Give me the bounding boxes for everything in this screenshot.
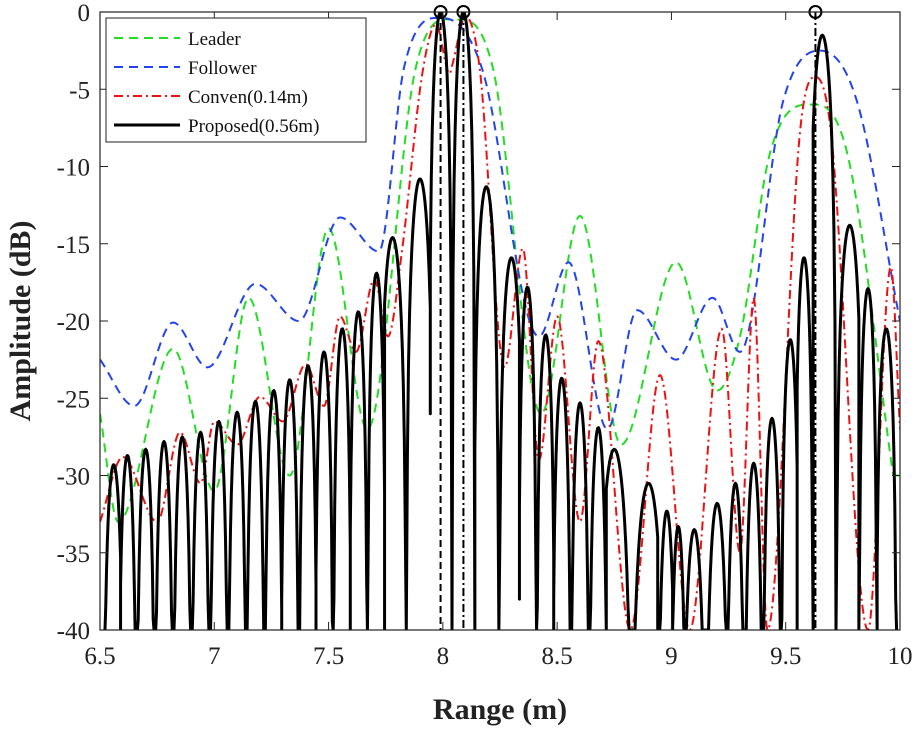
y-tick-label: 0 <box>78 0 91 27</box>
x-tick-label: 9.5 <box>770 643 801 670</box>
series-layer <box>100 12 900 630</box>
target-marker-layer <box>433 5 823 630</box>
y-axis-title: Amplitude (dB) <box>4 221 37 422</box>
y-tick-label: -35 <box>57 541 90 568</box>
legend-label-1: Follower <box>188 58 257 79</box>
y-tick-label: -20 <box>57 309 90 336</box>
y-tick-label: -10 <box>57 155 90 182</box>
x-tick-label: 10 <box>888 643 913 670</box>
x-tick-label: 7 <box>208 643 221 670</box>
series-line-3 <box>102 12 899 630</box>
y-tick-label: -40 <box>57 618 90 645</box>
legend-label-3: Proposed(0.56m) <box>188 116 319 137</box>
x-tick-label: 8.5 <box>542 643 573 670</box>
legend-label-0: Leader <box>188 29 241 50</box>
x-tick-label: 6.5 <box>84 643 115 670</box>
legend: Leader Follower Conven(0.14m) Proposed(0.56… <box>105 17 367 143</box>
y-tick-label: -30 <box>57 464 90 491</box>
tick-layer: 6.5 7 7.5 8 8.5 9 9.5 10 0 -5 -10 -15 -20 -25 -30 -35 -4… <box>57 0 913 670</box>
y-tick-label: -15 <box>57 232 90 259</box>
y-tick-label: -5 <box>69 77 90 104</box>
y-tick-label: -25 <box>57 386 90 413</box>
x-tick-label: 9 <box>665 643 678 670</box>
x-tick-label: 8 <box>437 643 450 670</box>
series-line-1 <box>100 16 900 431</box>
series-line-0 <box>100 18 900 523</box>
legend-label-2: Conven(0.14m) <box>188 87 308 108</box>
x-tick-label: 7.5 <box>313 643 344 670</box>
x-axis-title: Range (m) <box>433 693 567 726</box>
